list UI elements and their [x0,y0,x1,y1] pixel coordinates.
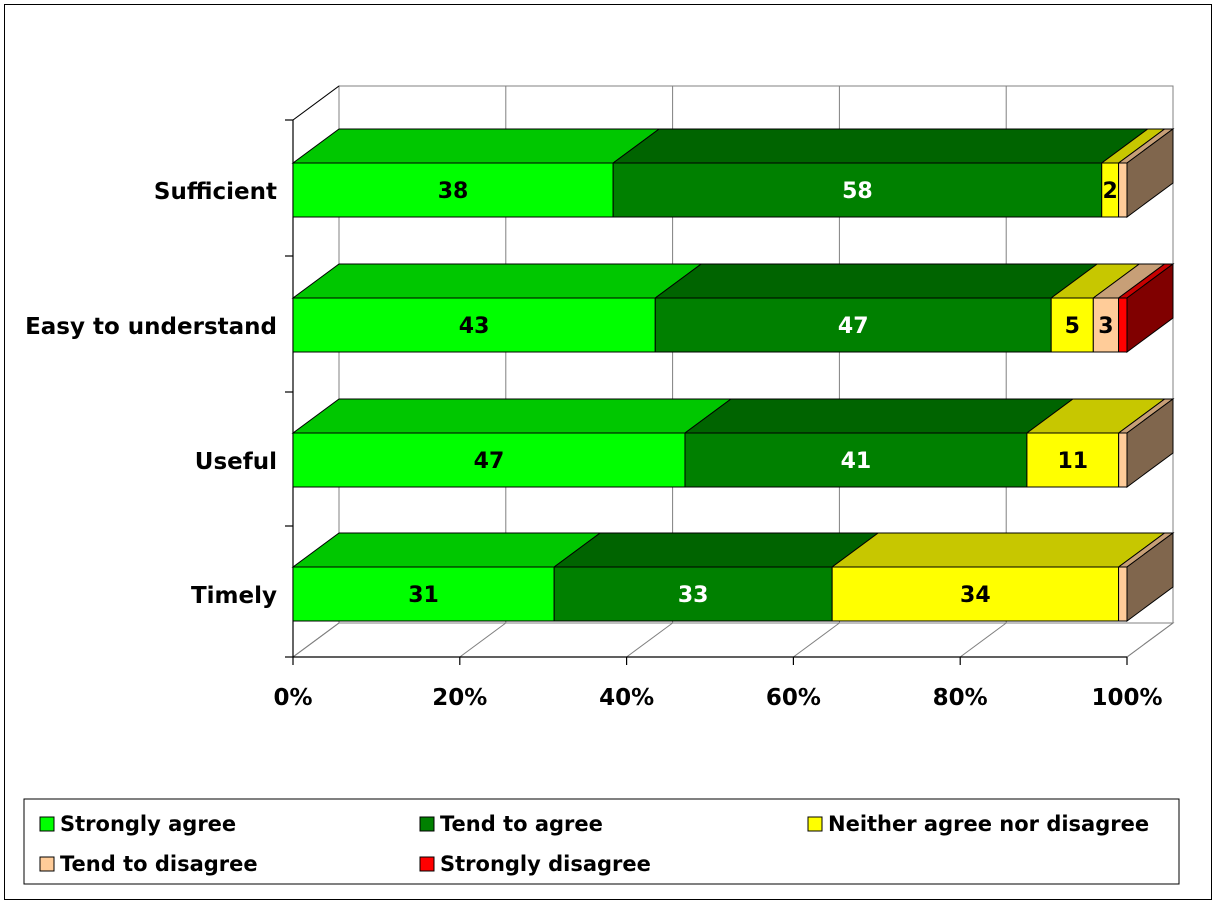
bar-segment [831,566,1120,622]
x-tick-label: 20% [432,685,487,711]
legend-swatch [419,856,435,872]
bar-top-face [291,398,733,434]
chart-walls [291,85,1175,658]
category-label: Useful [195,449,277,475]
bars [291,128,1175,622]
bar-top-face [291,128,661,164]
bar-top-face [291,532,602,568]
data-label: 43 [459,314,490,339]
legend-label: Tend to agree [440,812,603,836]
bar-segment [1118,432,1128,488]
category-label: Timely [191,583,277,609]
x-tick-label: 100% [1091,685,1162,711]
bar-segment [1050,297,1094,353]
floor-gridline [292,622,340,658]
bar-top-face [830,532,1167,568]
category-label: Sufficient [154,179,277,205]
bar-segment [654,297,1052,353]
data-label: 31 [408,583,439,608]
bar-segment [1118,162,1128,218]
data-label: 47 [838,314,869,339]
legend-label: Neither agree nor disagree [828,812,1149,836]
bar-top-face [552,532,880,568]
bar-segment [292,432,686,488]
legend-box [23,798,1180,885]
data-label: 11 [1057,449,1088,474]
legend: Strongly agree Tend to agree Neither agree… [23,798,1180,885]
floor-gridline [626,622,673,658]
legend-swatch [39,816,55,832]
legend-label: Strongly disagree [440,852,651,876]
bar-segment [553,566,833,622]
bar-top-face [683,398,1075,434]
legend-label: Tend to disagree [60,852,258,876]
bar-segment [1118,297,1128,353]
floor [291,622,1175,658]
bar-segment [292,297,656,353]
bar-segment [292,162,614,218]
legend-swatch [39,856,55,872]
x-tick-label: 60% [766,685,821,711]
data-label: 5 [1065,314,1080,339]
x-tick-labels: 0% 20% 40% 60% 80% 100% [273,685,1162,711]
data-label: 3 [1098,314,1113,339]
floor-gridline [459,622,507,658]
y-axis-depth-line [292,85,340,121]
bar-segment [1026,432,1120,488]
category-labels: Sufficient Easy to understand Useful Timely [25,179,277,609]
floor-gridline [1126,622,1174,658]
bar-top-face [291,263,703,299]
data-label: 2 [1102,179,1117,204]
data-label: 34 [960,583,991,608]
floor-gridline [959,622,1007,658]
legend-label: Strongly agree [60,812,236,836]
data-label: 38 [438,179,469,204]
data-label: 47 [474,449,505,474]
bar-segment [612,162,1103,218]
data-labels: 38 58 2 43 47 5 3 47 41 11 31 33 34 [408,179,1118,608]
x-tick-label: 80% [933,685,988,711]
legend-swatch [807,816,823,832]
data-label: 58 [842,179,873,204]
x-tick-label: 0% [273,685,312,711]
bar-segment [1118,566,1128,622]
bar-segment [292,566,555,622]
bar-segment [684,432,1028,488]
x-tick-label: 40% [599,685,654,711]
category-label: Easy to understand [25,314,277,340]
data-label: 33 [678,583,709,608]
data-label: 41 [841,449,872,474]
bar-segment [1092,297,1120,353]
legend-swatch [419,816,435,832]
bar-top-face [611,128,1150,164]
floor-gridline [793,622,840,658]
bar-top-face [653,263,1099,299]
